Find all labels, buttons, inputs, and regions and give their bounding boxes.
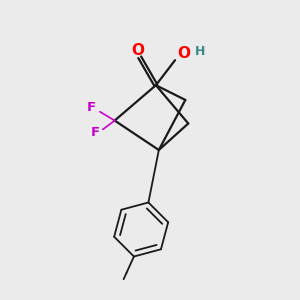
Text: F: F: [91, 126, 100, 139]
Text: O: O: [177, 46, 190, 61]
Text: F: F: [86, 101, 96, 114]
Text: O: O: [132, 43, 145, 58]
Text: H: H: [195, 45, 205, 58]
